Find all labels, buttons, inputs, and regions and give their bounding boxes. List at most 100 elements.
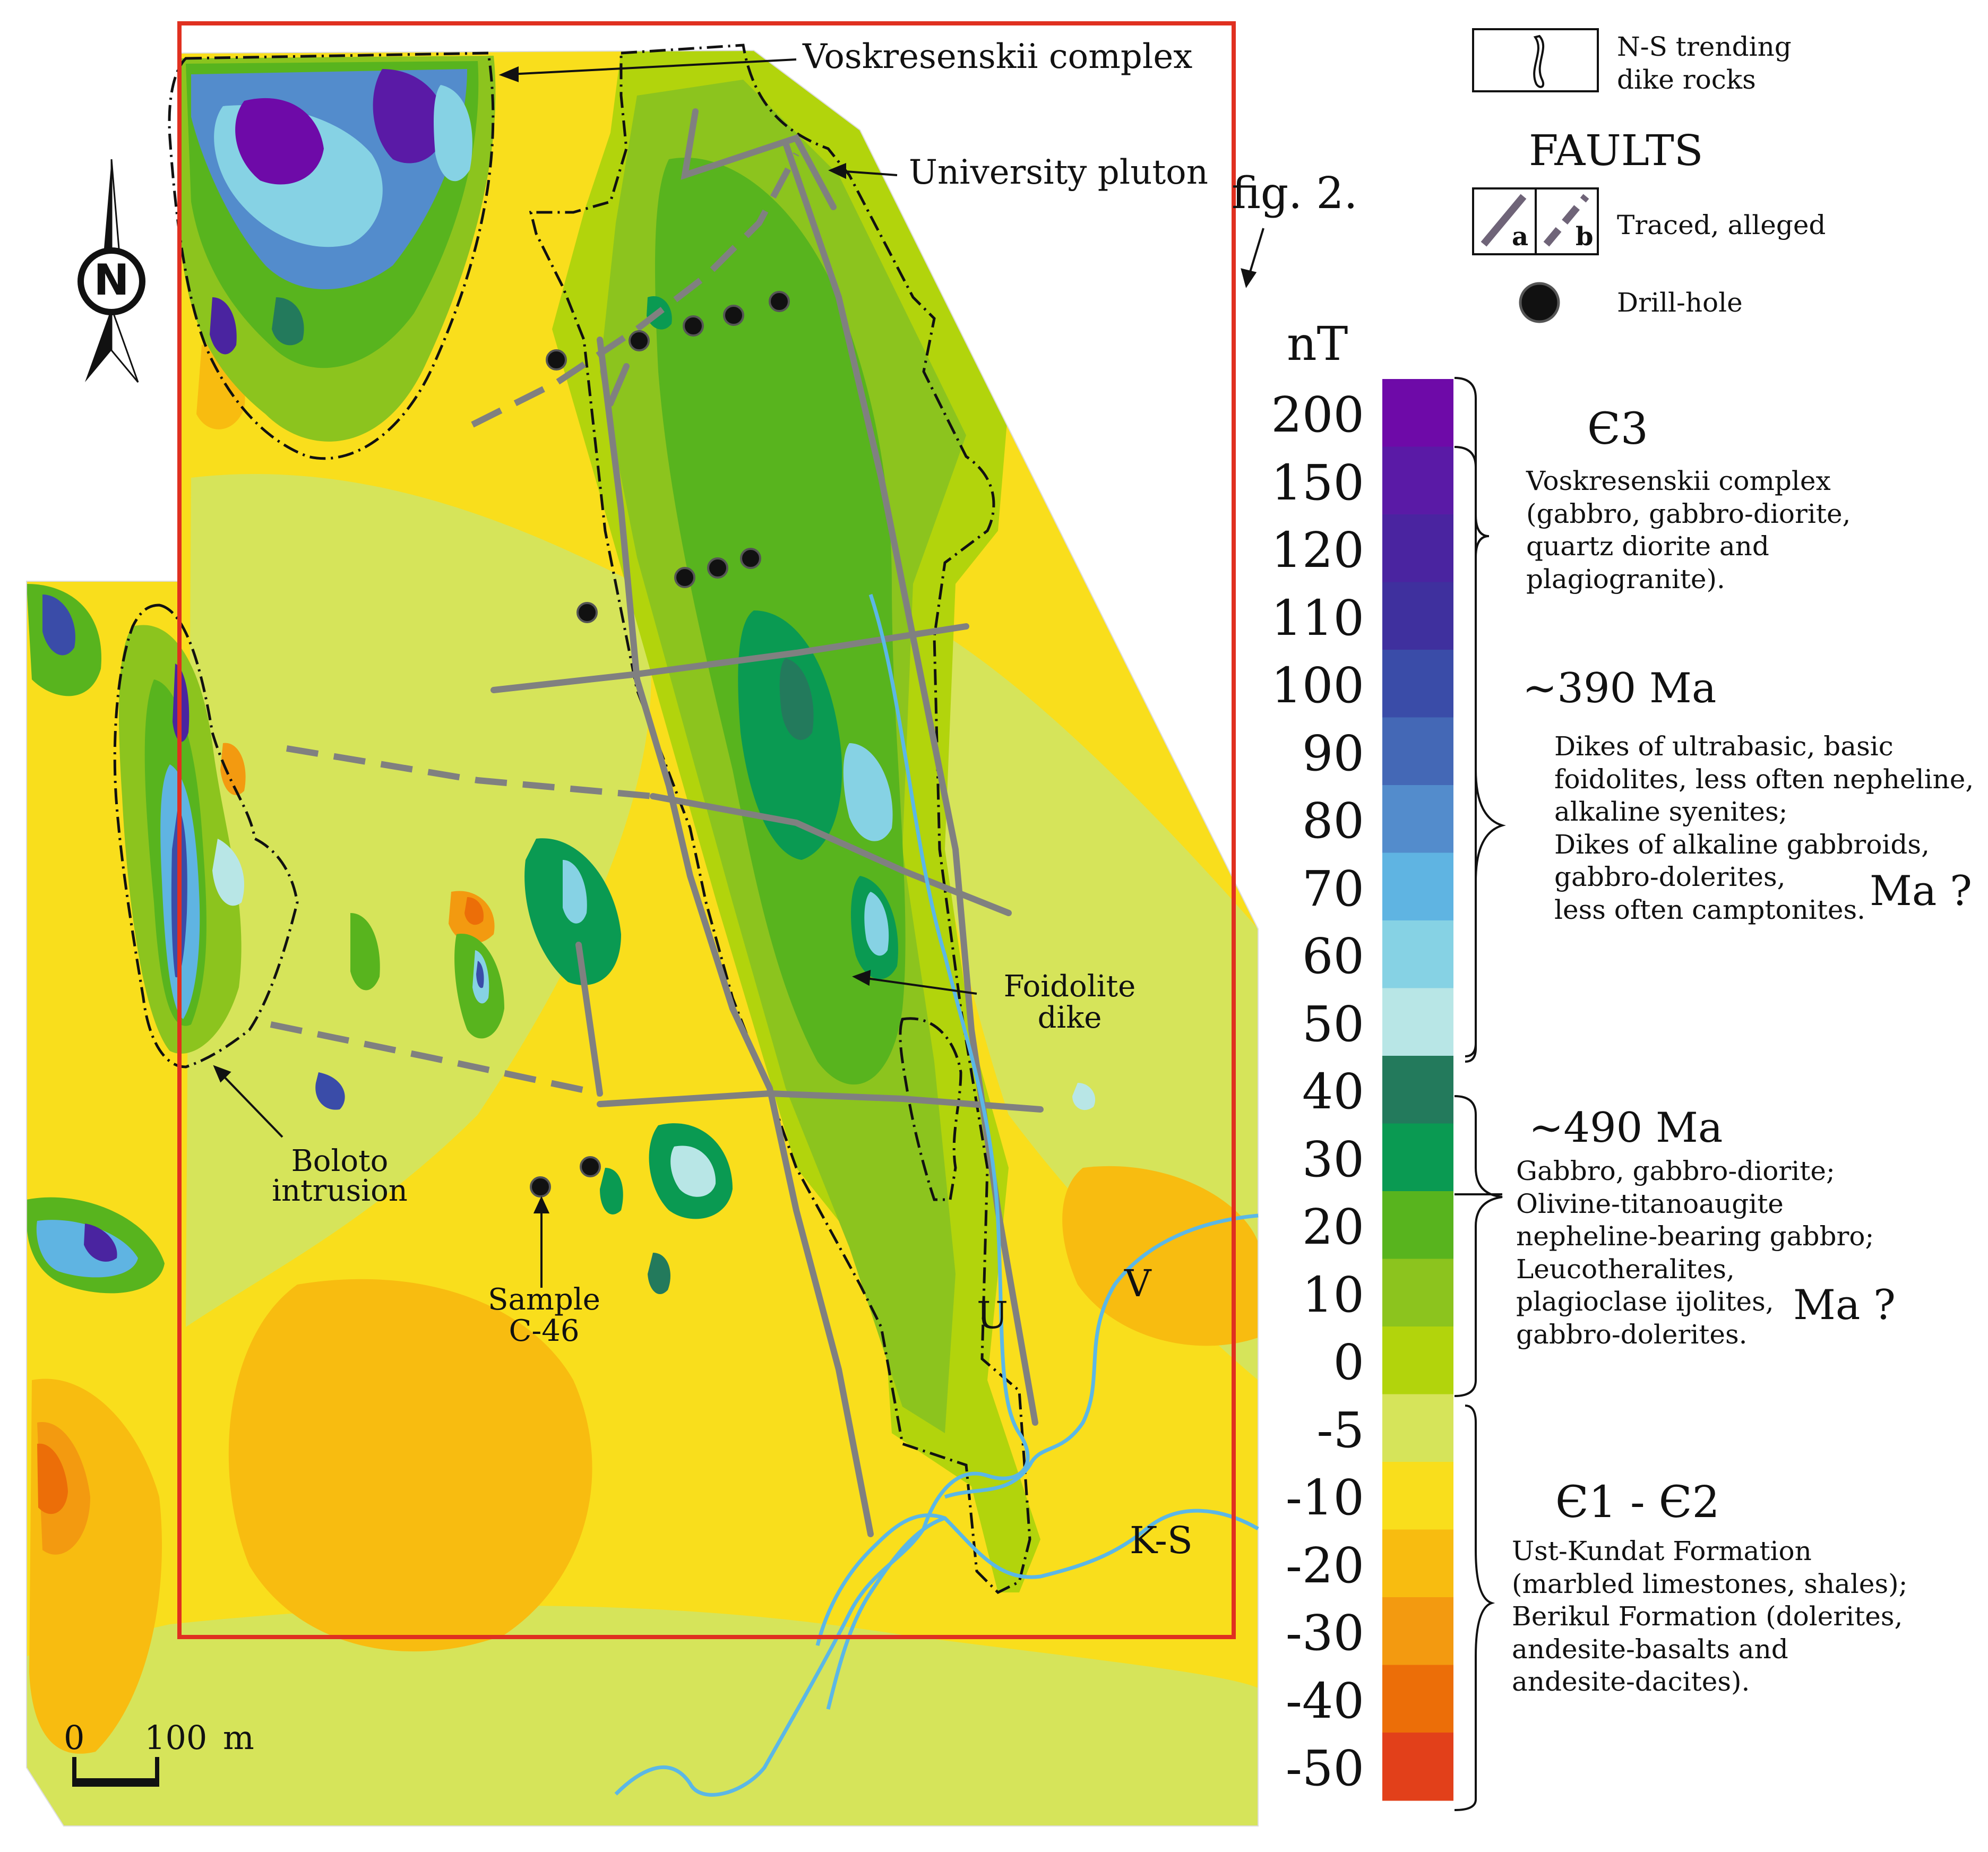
fault-traced (650, 793, 1012, 916)
age-symbol-c3: Є3 (1587, 404, 1648, 454)
drill-hole (530, 1176, 551, 1198)
fault-traced (597, 337, 874, 1537)
color-scale-swatch (1382, 920, 1453, 989)
drill-hole (629, 330, 650, 351)
color-scale-swatch (1382, 1733, 1453, 1801)
north-arrow-top-right (110, 159, 121, 256)
age-490: ~490 Ma (1529, 1104, 1723, 1152)
label-boloto-intrusion: Boloto intrusion (272, 1144, 408, 1208)
legend-fault-b: b (1576, 222, 1594, 252)
boloto-anomaly (212, 839, 244, 906)
central-anomaly (315, 1072, 345, 1110)
age-symbol-c1-c2: Є1 - Є2 (1555, 1477, 1720, 1528)
color-scale-swatch (1382, 852, 1453, 921)
voskresenskii-anomaly (373, 69, 446, 163)
arrowhead (213, 1065, 231, 1083)
legend-drillhole-label: Drill-hole (1617, 287, 1743, 318)
color-scale-value: -30 (1285, 1605, 1364, 1661)
arrowhead (1241, 268, 1257, 288)
north-arrow (78, 159, 145, 383)
color-scale-swatch (1382, 582, 1453, 650)
color-scale-value: 100 (1271, 657, 1364, 714)
color-scale-swatch (1382, 1394, 1453, 1462)
scale-bar-tick (155, 1757, 159, 1787)
color-scale-swatch (1382, 1259, 1453, 1327)
label-river-u: U (977, 1294, 1008, 1337)
color-scale-swatch (1382, 650, 1453, 718)
color-scale-swatch (1382, 988, 1453, 1056)
university-pluton (864, 892, 889, 956)
color-scale-swatch (1382, 717, 1453, 786)
label-river-ks: K-S (1130, 1519, 1193, 1562)
voskresenskii-contour (168, 51, 495, 460)
color-scale-value: 200 (1271, 386, 1364, 443)
color-scale-value: 20 (1302, 1199, 1364, 1255)
leader-arrows (213, 58, 1264, 1288)
brace-voskresenskii (1454, 377, 1490, 1063)
voskresenskii-anomaly (210, 297, 237, 355)
color-scale-value: 150 (1271, 454, 1364, 511)
fault-traced (607, 363, 630, 407)
legend-faults-label: Traced, alleged (1617, 210, 1826, 240)
color-scale-swatch (1382, 1462, 1453, 1530)
drill-holes (530, 291, 790, 1198)
dike-symbol (1533, 35, 1545, 88)
negative-anomaly (37, 1443, 68, 1514)
age-390: ~390 Ma (1522, 665, 1717, 712)
drill-hole (576, 602, 598, 623)
age-gabbro-uncertain: Ma ? (1793, 1281, 1896, 1329)
voskresenskii-anomaly (235, 98, 324, 185)
arrowhead (828, 163, 846, 179)
color-scale-swatch (1382, 446, 1453, 515)
color-scale-swatch (1382, 1529, 1453, 1598)
fault-symbol-alleged (1543, 194, 1589, 247)
central-anomaly (1072, 1083, 1096, 1110)
scale-bar (72, 1757, 159, 1787)
color-scale-value: 50 (1302, 995, 1364, 1053)
legend-dike-label: N-S trending dike rocks (1617, 31, 1792, 95)
university-pluton (843, 743, 893, 841)
river-u (614, 593, 1030, 1797)
color-scale-value: 30 (1302, 1131, 1364, 1188)
central-anomaly (563, 860, 587, 924)
drill-hole (546, 349, 567, 371)
scale-bar-tick (72, 1757, 76, 1787)
color-scale-value: 0 (1333, 1334, 1364, 1391)
arrow-foidolite (862, 977, 977, 995)
arrow-voskresenskii (509, 58, 797, 75)
color-scale-value: -20 (1285, 1537, 1364, 1594)
north-label: N (93, 255, 130, 305)
legend-faults-title: FAULTS (1529, 126, 1703, 175)
drill-hole (683, 315, 704, 337)
color-scale-value: 70 (1302, 860, 1364, 917)
map-edge (26, 49, 1259, 1827)
drill-hole (674, 567, 695, 588)
scale-unit-label: nT (1287, 316, 1348, 371)
unit-formations-text: Ust-Kundat Formation (marbled limestones… (1512, 1536, 1908, 1697)
voskresenskii-anomaly (272, 297, 304, 346)
west-anomaly (42, 595, 75, 656)
arrow-boloto (220, 1072, 283, 1138)
color-scale-swatch (1382, 1191, 1453, 1260)
color-scale-value: 10 (1302, 1266, 1364, 1323)
foidolite-contour (899, 1017, 962, 1201)
legend-symbols (1472, 28, 1599, 323)
color-scale-labels: 200 150 120 110 100 90 80 70 60 50 40 30 20 10 0 -5 -10-… (1263, 0, 1364, 1852)
fault-traced (490, 623, 969, 693)
color-scale-value: 110 (1271, 589, 1364, 647)
drill-hole (769, 291, 790, 312)
contours (113, 44, 1031, 1595)
fault-traced (597, 1090, 1044, 1113)
color-scale-value: -5 (1316, 1401, 1364, 1459)
north-arrow-bottom-right (110, 307, 139, 383)
north-arrow-circle (78, 247, 145, 315)
unit-gabbro-490-text: Gabbro, gabbro-diorite; Olivine-titanoau… (1516, 1156, 1874, 1350)
university-pluton (648, 1253, 670, 1295)
legend-fault-a: a (1512, 222, 1529, 252)
scale-unit: m (223, 1718, 254, 1757)
faults-alleged (270, 152, 799, 1097)
color-scale-swatch (1382, 379, 1453, 447)
university-pluton (670, 1145, 716, 1197)
rivers (614, 593, 1259, 1797)
